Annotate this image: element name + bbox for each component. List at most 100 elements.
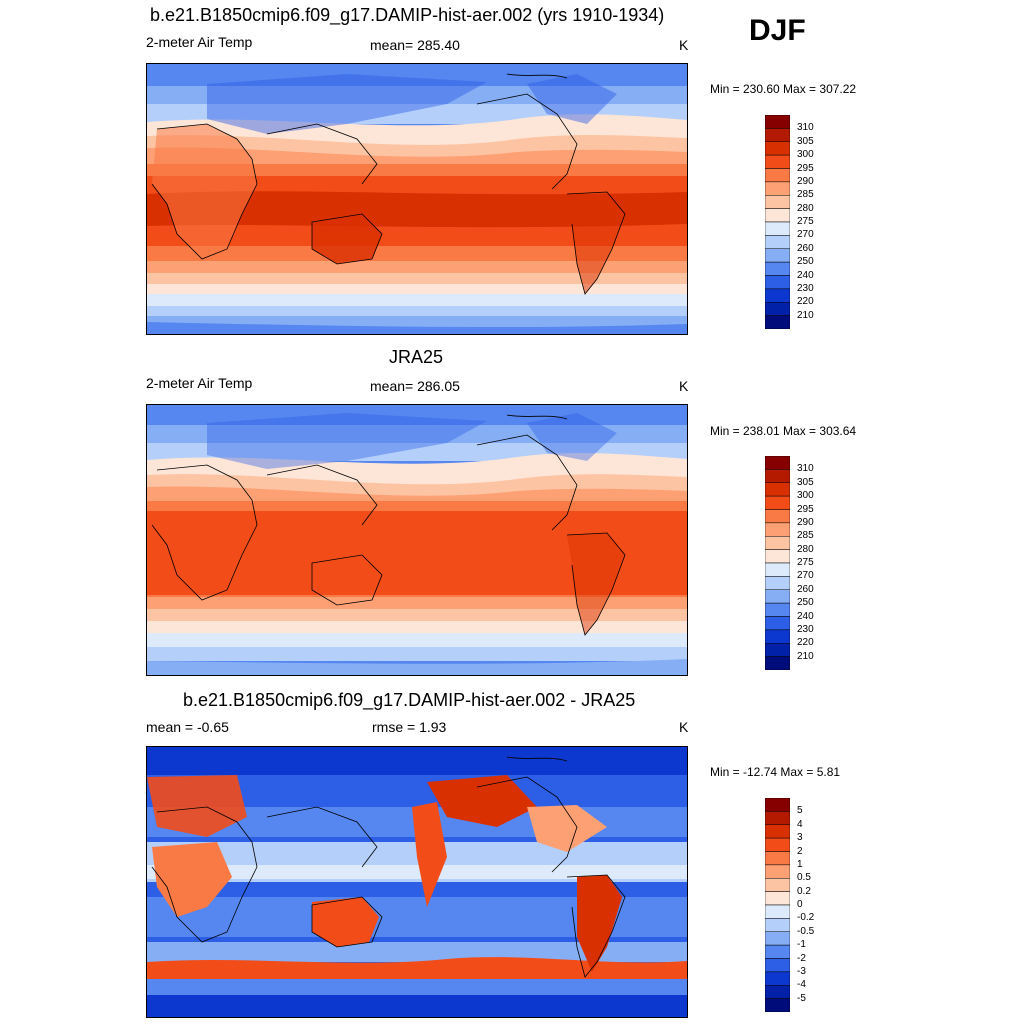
colorbar-swatch	[765, 549, 790, 564]
colorbar-swatch	[765, 878, 790, 892]
colorbar-swatch	[765, 195, 790, 209]
colorbar-label: 210	[797, 650, 814, 662]
panel-3-units: K	[679, 719, 689, 735]
colorbar-swatch	[765, 998, 790, 1012]
panel-3-map	[146, 746, 688, 1018]
colorbar-label: -2	[797, 952, 806, 964]
colorbar-label: 275	[797, 216, 814, 227]
colorbar-swatch	[765, 128, 790, 142]
colorbar-label: 230	[797, 282, 814, 294]
colorbar-swatch	[765, 221, 790, 236]
colorbar-label: 285	[797, 189, 814, 201]
colorbar-swatch	[765, 891, 790, 906]
panel-3-rmse-label: rmse = 1.93	[372, 719, 447, 735]
colorbar-swatch	[765, 235, 790, 249]
colorbar-label: 280	[797, 543, 814, 555]
colorbar-swatch	[765, 643, 790, 657]
colorbar-label: 275	[797, 557, 814, 568]
panel-1-units: K	[679, 37, 689, 53]
colorbar-label: 0.2	[797, 885, 811, 897]
colorbar-label: 210	[797, 309, 814, 321]
colorbar-label: -0.2	[797, 912, 815, 924]
colorbar-swatch	[765, 576, 790, 590]
colorbar-label: -0.5	[797, 925, 815, 937]
colorbar-label: 4	[797, 818, 803, 830]
colorbar-swatch	[765, 985, 790, 999]
colorbar-swatch	[765, 629, 790, 644]
colorbar-label: 250	[797, 597, 814, 609]
colorbar-swatch	[765, 315, 790, 329]
season-label: DJF	[749, 14, 806, 47]
panel-2-colorbar	[765, 456, 790, 670]
panel-1-colorbar	[765, 115, 790, 329]
colorbar-label: 300	[797, 490, 814, 502]
colorbar-label: 295	[797, 162, 814, 174]
panel-2-title: JRA25	[389, 347, 444, 367]
colorbar-swatch	[765, 864, 790, 879]
colorbar-label: 2	[797, 845, 803, 857]
colorbar-label: 270	[797, 570, 814, 582]
panel-3-colorbar-labels: 5 4 3 2 1 0.5 0.2 0 -0.2 -0.5 -1 -2 -3 -4 -5	[797, 798, 857, 1012]
colorbar-swatch	[765, 851, 790, 866]
colorbar-label: -3	[797, 965, 806, 977]
colorbar-swatch	[765, 562, 790, 577]
panel-2-minmax: Min = 238.01 Max = 303.64	[710, 424, 857, 438]
colorbar-label: 1	[797, 858, 803, 870]
colorbar-label: 260	[797, 242, 814, 254]
colorbar-label: 0.5	[797, 872, 811, 884]
colorbar-swatch	[765, 798, 790, 812]
colorbar-label: 220	[797, 296, 814, 308]
colorbar-swatch	[765, 522, 790, 537]
panel-1-map	[146, 63, 688, 335]
colorbar-swatch	[765, 141, 790, 156]
colorbar-label: 305	[797, 135, 814, 147]
colorbar-swatch	[765, 456, 790, 470]
colorbar-swatch	[765, 495, 790, 510]
colorbar-label: 280	[797, 202, 814, 214]
colorbar-swatch	[765, 248, 790, 263]
colorbar-swatch	[765, 837, 790, 852]
colorbar-swatch	[765, 958, 790, 973]
panel-2-variable-label: 2-meter Air Temp	[146, 375, 253, 391]
panel-2-map	[146, 404, 688, 676]
colorbar-label: -5	[797, 992, 806, 1004]
colorbar-label: 270	[797, 229, 814, 241]
colorbar-swatch	[765, 616, 790, 631]
colorbar-swatch	[765, 536, 790, 550]
colorbar-label: 0	[797, 899, 803, 910]
colorbar-swatch	[765, 589, 790, 604]
panel-1-title: b.e21.B1850cmip6.f09_g17.DAMIP-hist-aer.…	[150, 5, 665, 25]
panel-2-mean-label: mean= 286.05	[370, 378, 460, 394]
colorbar-swatch	[765, 208, 790, 223]
colorbar-swatch	[765, 261, 790, 276]
colorbar-label: 5	[797, 805, 803, 817]
colorbar-label: 290	[797, 175, 814, 187]
colorbar-swatch	[765, 931, 790, 946]
panel-2-units: K	[679, 378, 689, 394]
colorbar-label: 290	[797, 516, 814, 528]
panel-2-colorbar-labels: 310 305 300 295 290 285 280 275 270 260 250 240 230 2…	[797, 456, 857, 670]
colorbar-label: 230	[797, 623, 814, 635]
colorbar-swatch	[765, 811, 790, 825]
panel-3-mean-label: mean = -0.65	[146, 719, 229, 735]
colorbar-label: 305	[797, 476, 814, 488]
colorbar-swatch	[765, 168, 790, 183]
panel-1-minmax: Min = 230.60 Max = 307.22	[710, 82, 857, 96]
colorbar-swatch	[765, 115, 790, 129]
colorbar-swatch	[765, 154, 790, 169]
panel-1-mean-label: mean= 285.40	[370, 37, 460, 53]
colorbar-swatch	[765, 918, 790, 932]
colorbar-label: 250	[797, 256, 814, 268]
colorbar-swatch	[765, 824, 790, 839]
colorbar-swatch	[765, 971, 790, 986]
colorbar-swatch	[765, 482, 790, 497]
colorbar-label: 3	[797, 832, 803, 844]
colorbar-swatch	[765, 288, 790, 303]
colorbar-label: 260	[797, 583, 814, 595]
colorbar-swatch	[765, 509, 790, 524]
colorbar-swatch	[765, 904, 790, 919]
colorbar-label: 240	[797, 269, 814, 281]
colorbar-label: 300	[797, 149, 814, 161]
colorbar-label: 240	[797, 610, 814, 622]
panel-3-title: b.e21.B1850cmip6.f09_g17.DAMIP-hist-aer.…	[183, 690, 636, 710]
